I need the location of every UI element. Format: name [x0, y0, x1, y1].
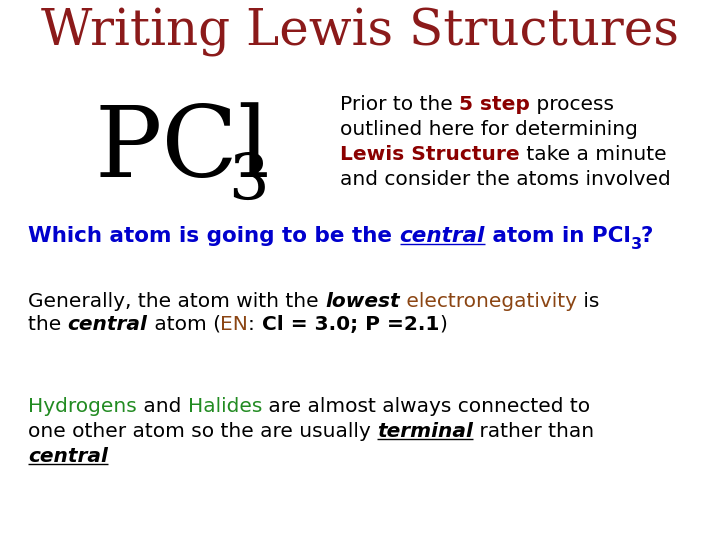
Text: atom in PCl: atom in PCl — [485, 226, 631, 246]
Text: Cl = 3.0; P =2.1: Cl = 3.0; P =2.1 — [261, 315, 439, 334]
Text: Hydrogens: Hydrogens — [28, 397, 137, 416]
Text: electronegativity: electronegativity — [400, 292, 577, 311]
Text: take a minute: take a minute — [520, 145, 666, 164]
Text: is: is — [577, 292, 599, 311]
Text: PCl: PCl — [95, 102, 271, 198]
Text: and: and — [137, 397, 187, 416]
Text: Writing Lewis Structures: Writing Lewis Structures — [41, 7, 679, 57]
Text: 5 step: 5 step — [459, 95, 530, 114]
Text: and consider the atoms involved: and consider the atoms involved — [340, 170, 671, 189]
Text: central: central — [68, 315, 148, 334]
Text: 3: 3 — [631, 237, 640, 252]
Text: central: central — [28, 447, 108, 466]
Text: ?: ? — [640, 226, 653, 246]
Text: process: process — [530, 95, 614, 114]
Text: Generally, the atom with the: Generally, the atom with the — [28, 292, 325, 311]
Text: atom (: atom ( — [148, 315, 220, 334]
Text: EN: EN — [220, 315, 248, 334]
Text: Lewis Structure: Lewis Structure — [340, 145, 520, 164]
Text: ): ) — [439, 315, 447, 334]
Text: one other atom so the are usually: one other atom so the are usually — [28, 422, 377, 441]
Text: Prior to the: Prior to the — [340, 95, 459, 114]
Text: :: : — [248, 315, 261, 334]
Text: terminal: terminal — [377, 422, 473, 441]
Text: Halides: Halides — [187, 397, 262, 416]
Text: the: the — [28, 315, 68, 334]
Text: 3: 3 — [631, 237, 642, 252]
Text: rather than: rather than — [473, 422, 594, 441]
Text: lowest: lowest — [325, 292, 400, 311]
Text: central: central — [400, 226, 485, 246]
Text: Which atom is going to be the: Which atom is going to be the — [28, 226, 400, 246]
Text: 3: 3 — [228, 151, 269, 213]
Text: Which atom is going to be the central atom in PCl: Which atom is going to be the central at… — [28, 226, 631, 246]
Text: are almost always connected to: are almost always connected to — [262, 397, 590, 416]
Text: outlined here for determining: outlined here for determining — [340, 120, 638, 139]
